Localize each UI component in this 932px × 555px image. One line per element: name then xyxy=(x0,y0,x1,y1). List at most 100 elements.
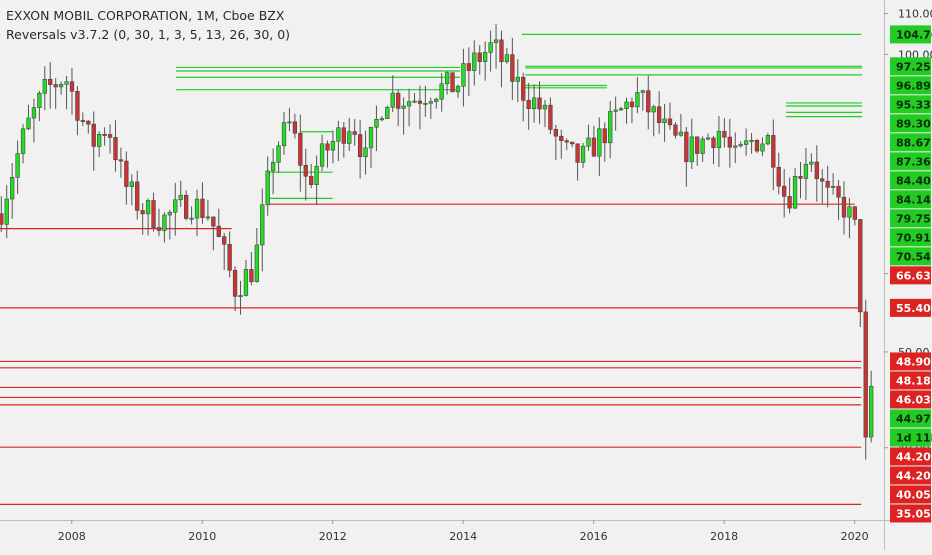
candle-body-19 xyxy=(102,134,107,136)
price-tag-box-15 xyxy=(890,371,931,390)
candle-body-122 xyxy=(662,118,667,123)
candle-body-100 xyxy=(542,104,548,110)
candle-body-142 xyxy=(771,135,776,168)
y-tick-label: 110.00 xyxy=(898,7,932,20)
x-tick-label: 2020 xyxy=(841,530,869,543)
candle-body-35 xyxy=(189,217,194,220)
candle-body-29 xyxy=(156,227,162,231)
candle-body-96 xyxy=(521,76,526,101)
candle-body-152 xyxy=(825,180,830,188)
candle-body-125 xyxy=(678,131,684,136)
price-tag-label: 84.40 xyxy=(896,174,931,187)
candle-body-12 xyxy=(64,81,69,85)
candle-body-17 xyxy=(91,123,96,147)
candle-body-144 xyxy=(782,185,787,197)
candle-body-110 xyxy=(597,128,602,157)
candle-body-25 xyxy=(135,181,140,211)
candle-body-60 xyxy=(325,143,330,151)
price-tag-box-6 xyxy=(890,152,931,171)
price-tag-label: 46.03 xyxy=(896,393,931,406)
candle-body-43 xyxy=(232,269,238,297)
candle-body-36 xyxy=(194,198,200,219)
candle-body-57 xyxy=(309,175,314,185)
candle-body-59 xyxy=(319,143,325,167)
candle-body-3 xyxy=(15,153,20,178)
candle-body-153 xyxy=(830,185,836,188)
x-tick-label: 2016 xyxy=(580,530,608,543)
price-tag-box-11 xyxy=(890,247,931,266)
price-tag-box-3 xyxy=(890,95,931,114)
candle-body-0 xyxy=(0,213,4,225)
candle-body-117 xyxy=(635,92,640,108)
candle-body-24 xyxy=(129,181,134,187)
candle-body-70 xyxy=(379,118,385,121)
candle-body-66 xyxy=(357,134,363,158)
candle-body-133 xyxy=(722,131,727,138)
price-tag-box-16 xyxy=(890,390,931,409)
candle-body-154 xyxy=(836,185,841,198)
candle-body-26 xyxy=(140,210,145,215)
candle-body-37 xyxy=(200,198,205,218)
price-tag-label: 44.20 xyxy=(896,450,931,463)
candle-body-30 xyxy=(162,214,167,231)
candle-body-98 xyxy=(531,97,537,109)
candle-body-78 xyxy=(423,102,428,105)
candle-body-15 xyxy=(80,120,86,122)
candle-body-28 xyxy=(151,200,156,228)
candle-body-156 xyxy=(847,206,852,218)
x-tick-label: 2014 xyxy=(449,530,477,543)
candle-body-136 xyxy=(738,144,743,147)
candle-body-121 xyxy=(656,106,662,123)
candle-body-112 xyxy=(608,111,613,144)
price-tag-box-7 xyxy=(890,171,931,190)
candle-body-38 xyxy=(205,216,211,219)
candle-body-139 xyxy=(754,140,760,152)
candle-body-141 xyxy=(765,135,771,145)
candle-body-143 xyxy=(776,166,781,187)
candle-body-131 xyxy=(711,137,716,149)
candle-body-47 xyxy=(254,244,259,283)
candle-body-148 xyxy=(803,163,809,179)
candle-body-134 xyxy=(727,136,732,148)
candle-body-31 xyxy=(167,211,172,216)
price-tag-label: 88.67 xyxy=(896,136,931,149)
candle-body-50 xyxy=(270,162,276,172)
candle-body-114 xyxy=(618,108,624,111)
candle-body-76 xyxy=(412,100,417,103)
candle-body-71 xyxy=(385,106,390,119)
price-tag-box-20 xyxy=(890,466,931,485)
candle-body-69 xyxy=(374,118,379,128)
x-tick-label: 2010 xyxy=(188,530,216,543)
price-tag-label: 55.40 xyxy=(896,302,931,315)
price-tag-box-1 xyxy=(890,57,931,76)
candle-body-90 xyxy=(488,42,493,53)
candle-body-92 xyxy=(499,39,504,63)
candle-body-160 xyxy=(869,385,874,438)
candle-body-10 xyxy=(53,84,58,88)
price-tag-box-2 xyxy=(890,76,931,95)
candle-body-82 xyxy=(444,72,450,85)
candle-body-58 xyxy=(314,165,319,185)
price-tag-box-13 xyxy=(890,298,931,317)
price-tag-label: 84.14 xyxy=(896,193,931,206)
candle-body-8 xyxy=(42,78,47,94)
price-tag-label: 97.25 xyxy=(896,60,931,73)
candle-body-74 xyxy=(401,105,406,109)
candle-body-7 xyxy=(37,92,42,108)
candle-body-158 xyxy=(858,219,863,313)
candle-body-135 xyxy=(733,145,738,148)
candle-body-124 xyxy=(673,124,678,136)
candle-body-4 xyxy=(20,128,26,154)
candle-body-91 xyxy=(493,39,499,43)
price-tag-label: 96.89 xyxy=(896,79,931,92)
candle-body-80 xyxy=(434,98,439,102)
price-tag-box-9 xyxy=(890,209,931,228)
candle-body-128 xyxy=(695,136,700,154)
candle-body-21 xyxy=(113,137,118,161)
candle-body-22 xyxy=(118,159,124,162)
candle-body-129 xyxy=(700,138,705,154)
candle-body-104 xyxy=(564,140,569,143)
price-tag-box-8 xyxy=(890,190,931,209)
candle-body-127 xyxy=(689,136,694,163)
